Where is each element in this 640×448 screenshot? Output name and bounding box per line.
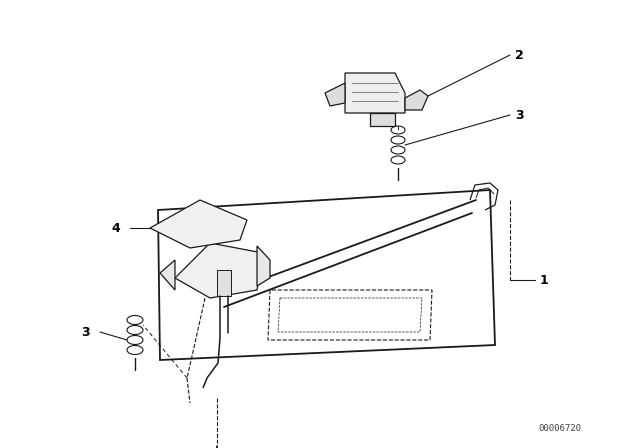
Polygon shape: [160, 260, 175, 290]
Polygon shape: [405, 90, 428, 110]
Text: 2: 2: [515, 48, 524, 61]
Polygon shape: [345, 73, 405, 113]
Text: 1: 1: [540, 273, 548, 287]
Polygon shape: [370, 113, 395, 126]
Polygon shape: [325, 83, 345, 106]
Polygon shape: [217, 270, 231, 296]
Text: 4: 4: [111, 221, 120, 234]
Polygon shape: [175, 243, 263, 298]
Polygon shape: [257, 246, 270, 286]
Text: 3: 3: [81, 326, 90, 339]
Text: 3: 3: [515, 108, 524, 121]
Polygon shape: [150, 200, 247, 248]
Text: 00006720: 00006720: [538, 423, 582, 432]
